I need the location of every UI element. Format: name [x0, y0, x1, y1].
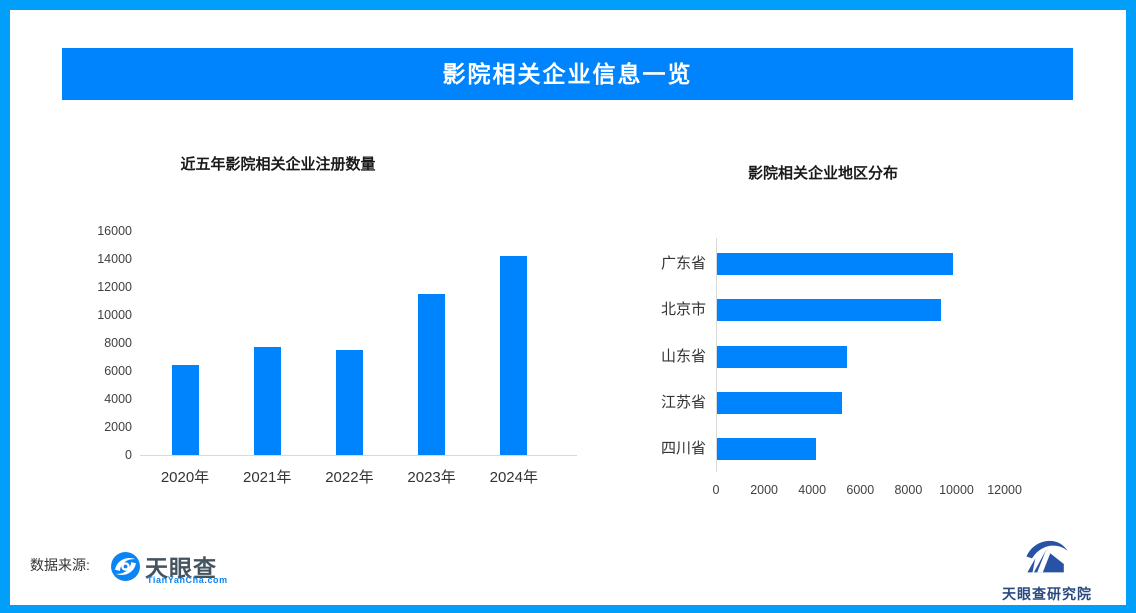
bar-2024年: [500, 256, 528, 455]
bar-2020年: [171, 365, 199, 455]
bar-山东省: [717, 345, 847, 368]
right-chart-title: 影院相关企业地区分布: [747, 165, 898, 182]
category-label-北京市: 北京市: [660, 301, 706, 319]
y-tick-label: 8000: [104, 336, 132, 350]
x-tick-label-2000: 2000: [750, 483, 778, 497]
x-tick-label-12000: 12000: [987, 483, 1022, 497]
bar-2022年: [335, 350, 363, 455]
category-label-江苏省: 江苏省: [660, 393, 706, 411]
x-tick-label-2024年: 2024年: [489, 469, 538, 486]
bar-2021年: [253, 347, 281, 455]
tianyancha-eye-icon: [111, 552, 140, 581]
x-tick-label-6000: 6000: [846, 483, 875, 497]
category-label-广东省: 广东省: [660, 255, 706, 273]
banner-title: 影院相关企业信息一览: [62, 48, 1073, 100]
x-tick-label-0: 0: [712, 483, 720, 497]
y-tick-label: 0: [125, 448, 132, 462]
y-tick-label: 4000: [104, 392, 132, 406]
tianyancha-logo: 天眼查 TianYanCha.com: [111, 550, 231, 590]
category-label-四川省: 四川省: [660, 439, 706, 457]
y-tick-label: 16000: [97, 224, 132, 238]
left-chart-baseline: [140, 455, 577, 456]
x-tick-label-2020年: 2020年: [160, 469, 210, 486]
bar-江苏省: [717, 391, 843, 414]
y-tick-label: 6000: [104, 364, 132, 378]
x-tick-label-4000: 4000: [798, 483, 827, 497]
data-source-label: 数据来源:: [30, 557, 90, 573]
tianyancha-logo-text: 天眼查: [145, 555, 217, 581]
x-tick-label-2022年: 2022年: [325, 469, 374, 486]
y-tick-label: 12000: [97, 280, 132, 294]
bar-四川省: [717, 437, 816, 460]
research-institute-logo: 天眼查研究院: [995, 535, 1099, 602]
right-chart-axis-line: [716, 238, 717, 472]
tianyancha-logo-url: TianYanCha.com: [147, 575, 228, 585]
research-institute-name: 天眼查研究院: [1002, 586, 1092, 602]
research-institute-icon: [1026, 540, 1068, 573]
left-chart-title: 近五年影院相关企业注册数量: [180, 156, 376, 173]
bar-2023年: [418, 294, 446, 455]
bar-北京市: [717, 299, 941, 322]
x-tick-label-8000: 8000: [894, 483, 923, 497]
bar-广东省: [717, 253, 953, 276]
x-tick-label-2021年: 2021年: [243, 469, 292, 486]
category-label-山东省: 山东省: [660, 347, 706, 365]
x-tick-label-2023年: 2023年: [407, 469, 456, 486]
y-tick-label: 14000: [97, 252, 132, 266]
y-tick-label: 10000: [97, 308, 132, 322]
x-tick-label-10000: 10000: [939, 483, 974, 497]
y-tick-label: 2000: [104, 420, 132, 434]
